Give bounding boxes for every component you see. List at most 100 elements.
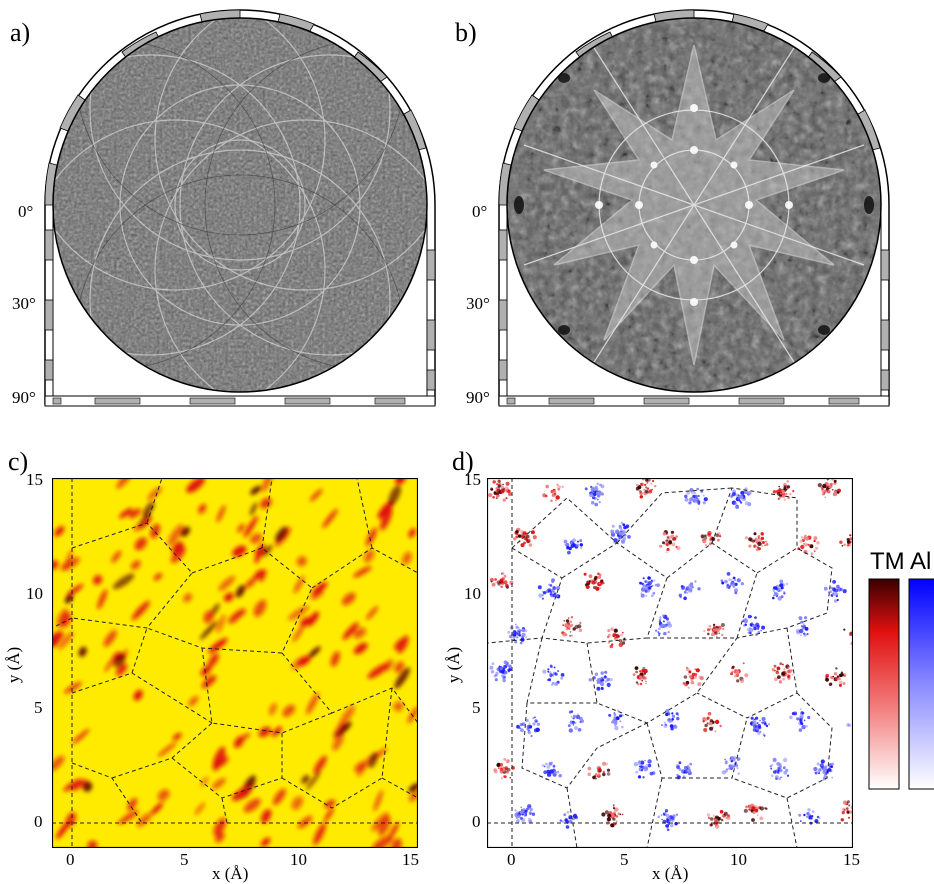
panel-d-dot (503, 757, 507, 761)
panel-b-deg-90: 90° (466, 388, 490, 407)
panel-c-blob (357, 756, 371, 777)
panel-d-dot (749, 538, 754, 543)
panel-d-dot (823, 586, 828, 591)
panel-d-dot (548, 678, 551, 682)
panel-c-blob (183, 593, 193, 603)
panel-d-dot (632, 673, 636, 676)
panel-d-dot (565, 825, 570, 829)
panel-c-blob (78, 646, 87, 657)
panel-d-dot (584, 583, 588, 587)
panel-c-blob (180, 526, 191, 537)
panel-d-dot (556, 483, 559, 486)
panel-d-dot (600, 492, 604, 496)
panel-c-blob (64, 549, 73, 571)
panel-d-dot (563, 813, 567, 816)
panel-d-dot (794, 712, 797, 716)
panel-d-dot (814, 538, 816, 540)
panel-d-xlabel: x (Å) (652, 864, 689, 883)
panel-c-ytick-0: 0 (34, 812, 43, 831)
panel-d-dot (676, 546, 681, 551)
panel-d-dot (641, 669, 645, 673)
panel-c-blob (378, 815, 391, 836)
panel-d-dot (614, 637, 616, 639)
panel-d-dot (500, 670, 505, 674)
panel-d-dot (545, 762, 548, 766)
panel-d-dot (757, 535, 761, 538)
panel-d-dot (825, 673, 829, 678)
panel-d-dot (783, 668, 786, 671)
panel-d-dot (759, 806, 764, 811)
panel-d-dot (765, 807, 768, 810)
panel-c-blob (128, 508, 142, 519)
panel-c-blob (353, 642, 368, 655)
panel-d-dot (650, 594, 654, 597)
panel-d-dot (579, 621, 582, 624)
panel-c-blob (237, 523, 245, 533)
panel-d-dot (730, 756, 735, 760)
panel-d-dot (731, 665, 735, 669)
panel-d-dot (773, 664, 777, 668)
panel-c-blob (288, 605, 310, 621)
panel-d-dot (760, 629, 762, 632)
panel-c-xtick-10: 10 (290, 850, 307, 869)
panel-d-dot (622, 523, 626, 527)
panel-c-blob (97, 589, 108, 610)
panel-d-dot (665, 824, 669, 828)
panel-d-dot (658, 620, 662, 623)
panel-d-dot (696, 501, 699, 504)
panel-d-dot (650, 482, 653, 485)
panel-d-dot (747, 631, 750, 635)
panel-d-dot (752, 720, 756, 724)
panel-d-dot (549, 664, 553, 667)
panel-d-dot (723, 811, 728, 816)
panel-d-dot (651, 584, 654, 587)
panel-d-dot (601, 678, 605, 682)
panel-d-dot (822, 778, 825, 781)
panel-d-dot (594, 672, 599, 676)
panel-d-dot (830, 676, 833, 679)
panel-d-dot (597, 767, 602, 772)
panel-d-dot (514, 814, 519, 818)
panel-c-blob (142, 501, 155, 517)
panel-c-ylabel: y (Å) (4, 646, 24, 684)
panel-d-dot (753, 532, 757, 536)
panel-d-dot (734, 674, 737, 678)
panel-d-dot (833, 599, 838, 603)
panel-d-dot (702, 494, 705, 497)
panel-c-blob (54, 526, 65, 537)
panel-d-dot (543, 770, 548, 775)
panel-c-blob (208, 637, 228, 654)
panel-c-blob (393, 701, 404, 712)
panel-d-dot (615, 815, 619, 818)
panel-d-dot (808, 544, 811, 547)
panel-d-dot (741, 496, 744, 499)
panel-c-blob (194, 802, 206, 815)
panel-d-dot (825, 677, 829, 682)
panel-c-blob (203, 610, 214, 624)
panel-d-dot (776, 492, 780, 496)
panel-d-dot (639, 670, 642, 673)
panel-c-blob (172, 733, 182, 741)
panel-d-dot (536, 722, 541, 726)
panel-d-dot (832, 580, 836, 584)
panel-d-dot (594, 777, 597, 780)
panel-d-dot (799, 708, 802, 711)
panel-d-dot (651, 488, 653, 491)
panel-d-dot (770, 774, 774, 778)
panel-d-dot (707, 711, 712, 716)
panel-d-dot (496, 483, 499, 486)
panel-d-dot (748, 544, 752, 548)
panel-d-tiling (487, 478, 853, 848)
panel-d-dot (644, 586, 647, 590)
panel-a-deg-30: 30° (12, 294, 36, 313)
panel-c-blob (324, 799, 336, 808)
panel-d-dot (623, 525, 627, 530)
panel-d-dot (493, 491, 497, 495)
panel-d-dot (609, 678, 613, 682)
panel-d-dot (599, 483, 602, 487)
panel-d-dot (828, 485, 832, 489)
panel-d-dot (838, 677, 841, 680)
panel-d-dot (491, 662, 495, 665)
panel-d-dot (838, 683, 842, 687)
panel-d-dot (754, 626, 757, 629)
